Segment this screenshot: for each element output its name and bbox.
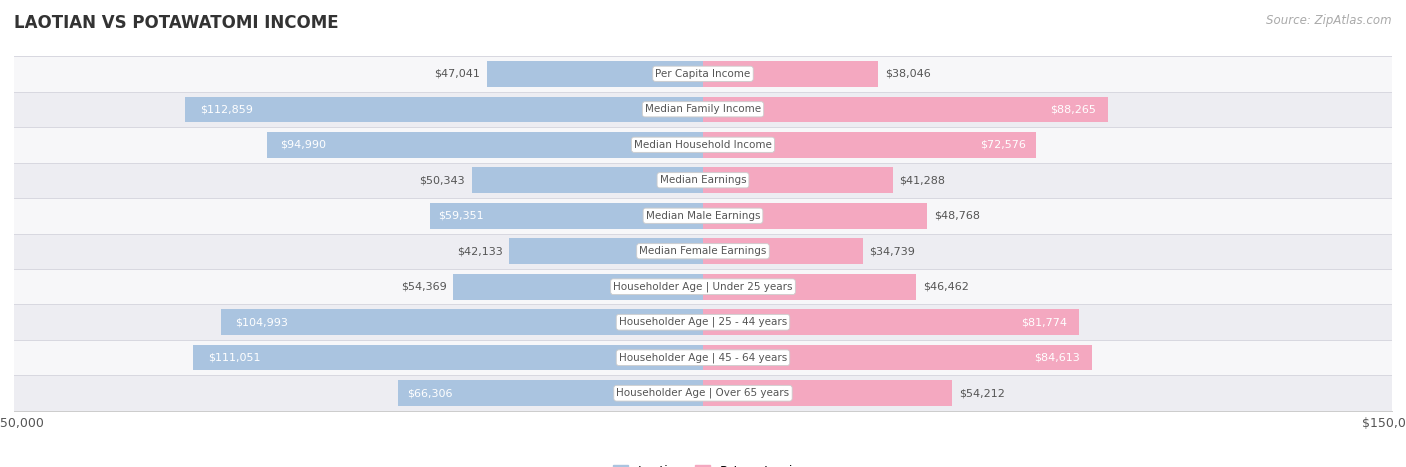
Text: $81,774: $81,774 (1021, 317, 1067, 327)
Legend: Laotian, Potawatomi: Laotian, Potawatomi (609, 460, 797, 467)
Bar (14, 127, 1392, 163)
Bar (703, 310, 1078, 335)
Text: Median Male Earnings: Median Male Earnings (645, 211, 761, 221)
Bar (14, 163, 1392, 198)
Text: $94,990: $94,990 (280, 140, 326, 150)
Text: $34,739: $34,739 (869, 246, 915, 256)
Bar (14, 92, 1392, 127)
Text: $72,576: $72,576 (980, 140, 1026, 150)
Text: $42,133: $42,133 (457, 246, 502, 256)
Text: $50,343: $50,343 (419, 175, 465, 185)
Bar (14, 269, 1392, 304)
Bar (486, 61, 703, 86)
Bar (703, 239, 862, 264)
Bar (267, 132, 703, 157)
Text: Median Female Earnings: Median Female Earnings (640, 246, 766, 256)
Bar (398, 381, 703, 406)
Bar (184, 97, 703, 122)
Bar (14, 375, 1392, 411)
Bar (703, 381, 952, 406)
Bar (703, 345, 1091, 370)
Text: $88,265: $88,265 (1050, 104, 1097, 114)
Text: Median Household Income: Median Household Income (634, 140, 772, 150)
Text: $41,288: $41,288 (900, 175, 945, 185)
Bar (703, 274, 917, 299)
Text: Householder Age | Over 65 years: Householder Age | Over 65 years (616, 388, 790, 398)
Text: $66,306: $66,306 (408, 388, 453, 398)
Bar (703, 97, 1108, 122)
Bar (14, 340, 1392, 375)
Bar (703, 168, 893, 193)
Text: $54,212: $54,212 (959, 388, 1005, 398)
Text: Householder Age | 45 - 64 years: Householder Age | 45 - 64 years (619, 353, 787, 363)
Text: $54,369: $54,369 (401, 282, 446, 292)
Text: $38,046: $38,046 (884, 69, 931, 79)
Bar (221, 310, 703, 335)
Bar (14, 304, 1392, 340)
Bar (703, 61, 877, 86)
Text: $112,859: $112,859 (200, 104, 253, 114)
Bar (453, 274, 703, 299)
Bar (193, 345, 703, 370)
Text: $84,613: $84,613 (1035, 353, 1080, 363)
Text: $46,462: $46,462 (924, 282, 969, 292)
Bar (472, 168, 703, 193)
Text: Source: ZipAtlas.com: Source: ZipAtlas.com (1267, 14, 1392, 27)
Bar (703, 132, 1036, 157)
Text: Median Family Income: Median Family Income (645, 104, 761, 114)
Text: $104,993: $104,993 (235, 317, 288, 327)
Text: LAOTIAN VS POTAWATOMI INCOME: LAOTIAN VS POTAWATOMI INCOME (14, 14, 339, 32)
Text: Median Earnings: Median Earnings (659, 175, 747, 185)
Text: Per Capita Income: Per Capita Income (655, 69, 751, 79)
Text: $47,041: $47,041 (434, 69, 479, 79)
Text: $111,051: $111,051 (208, 353, 260, 363)
Text: $48,768: $48,768 (934, 211, 980, 221)
Bar (14, 56, 1392, 92)
Bar (14, 234, 1392, 269)
Bar (703, 203, 927, 228)
Bar (430, 203, 703, 228)
Text: Householder Age | Under 25 years: Householder Age | Under 25 years (613, 282, 793, 292)
Text: $59,351: $59,351 (439, 211, 484, 221)
Bar (509, 239, 703, 264)
Bar (14, 198, 1392, 234)
Text: Householder Age | 25 - 44 years: Householder Age | 25 - 44 years (619, 317, 787, 327)
